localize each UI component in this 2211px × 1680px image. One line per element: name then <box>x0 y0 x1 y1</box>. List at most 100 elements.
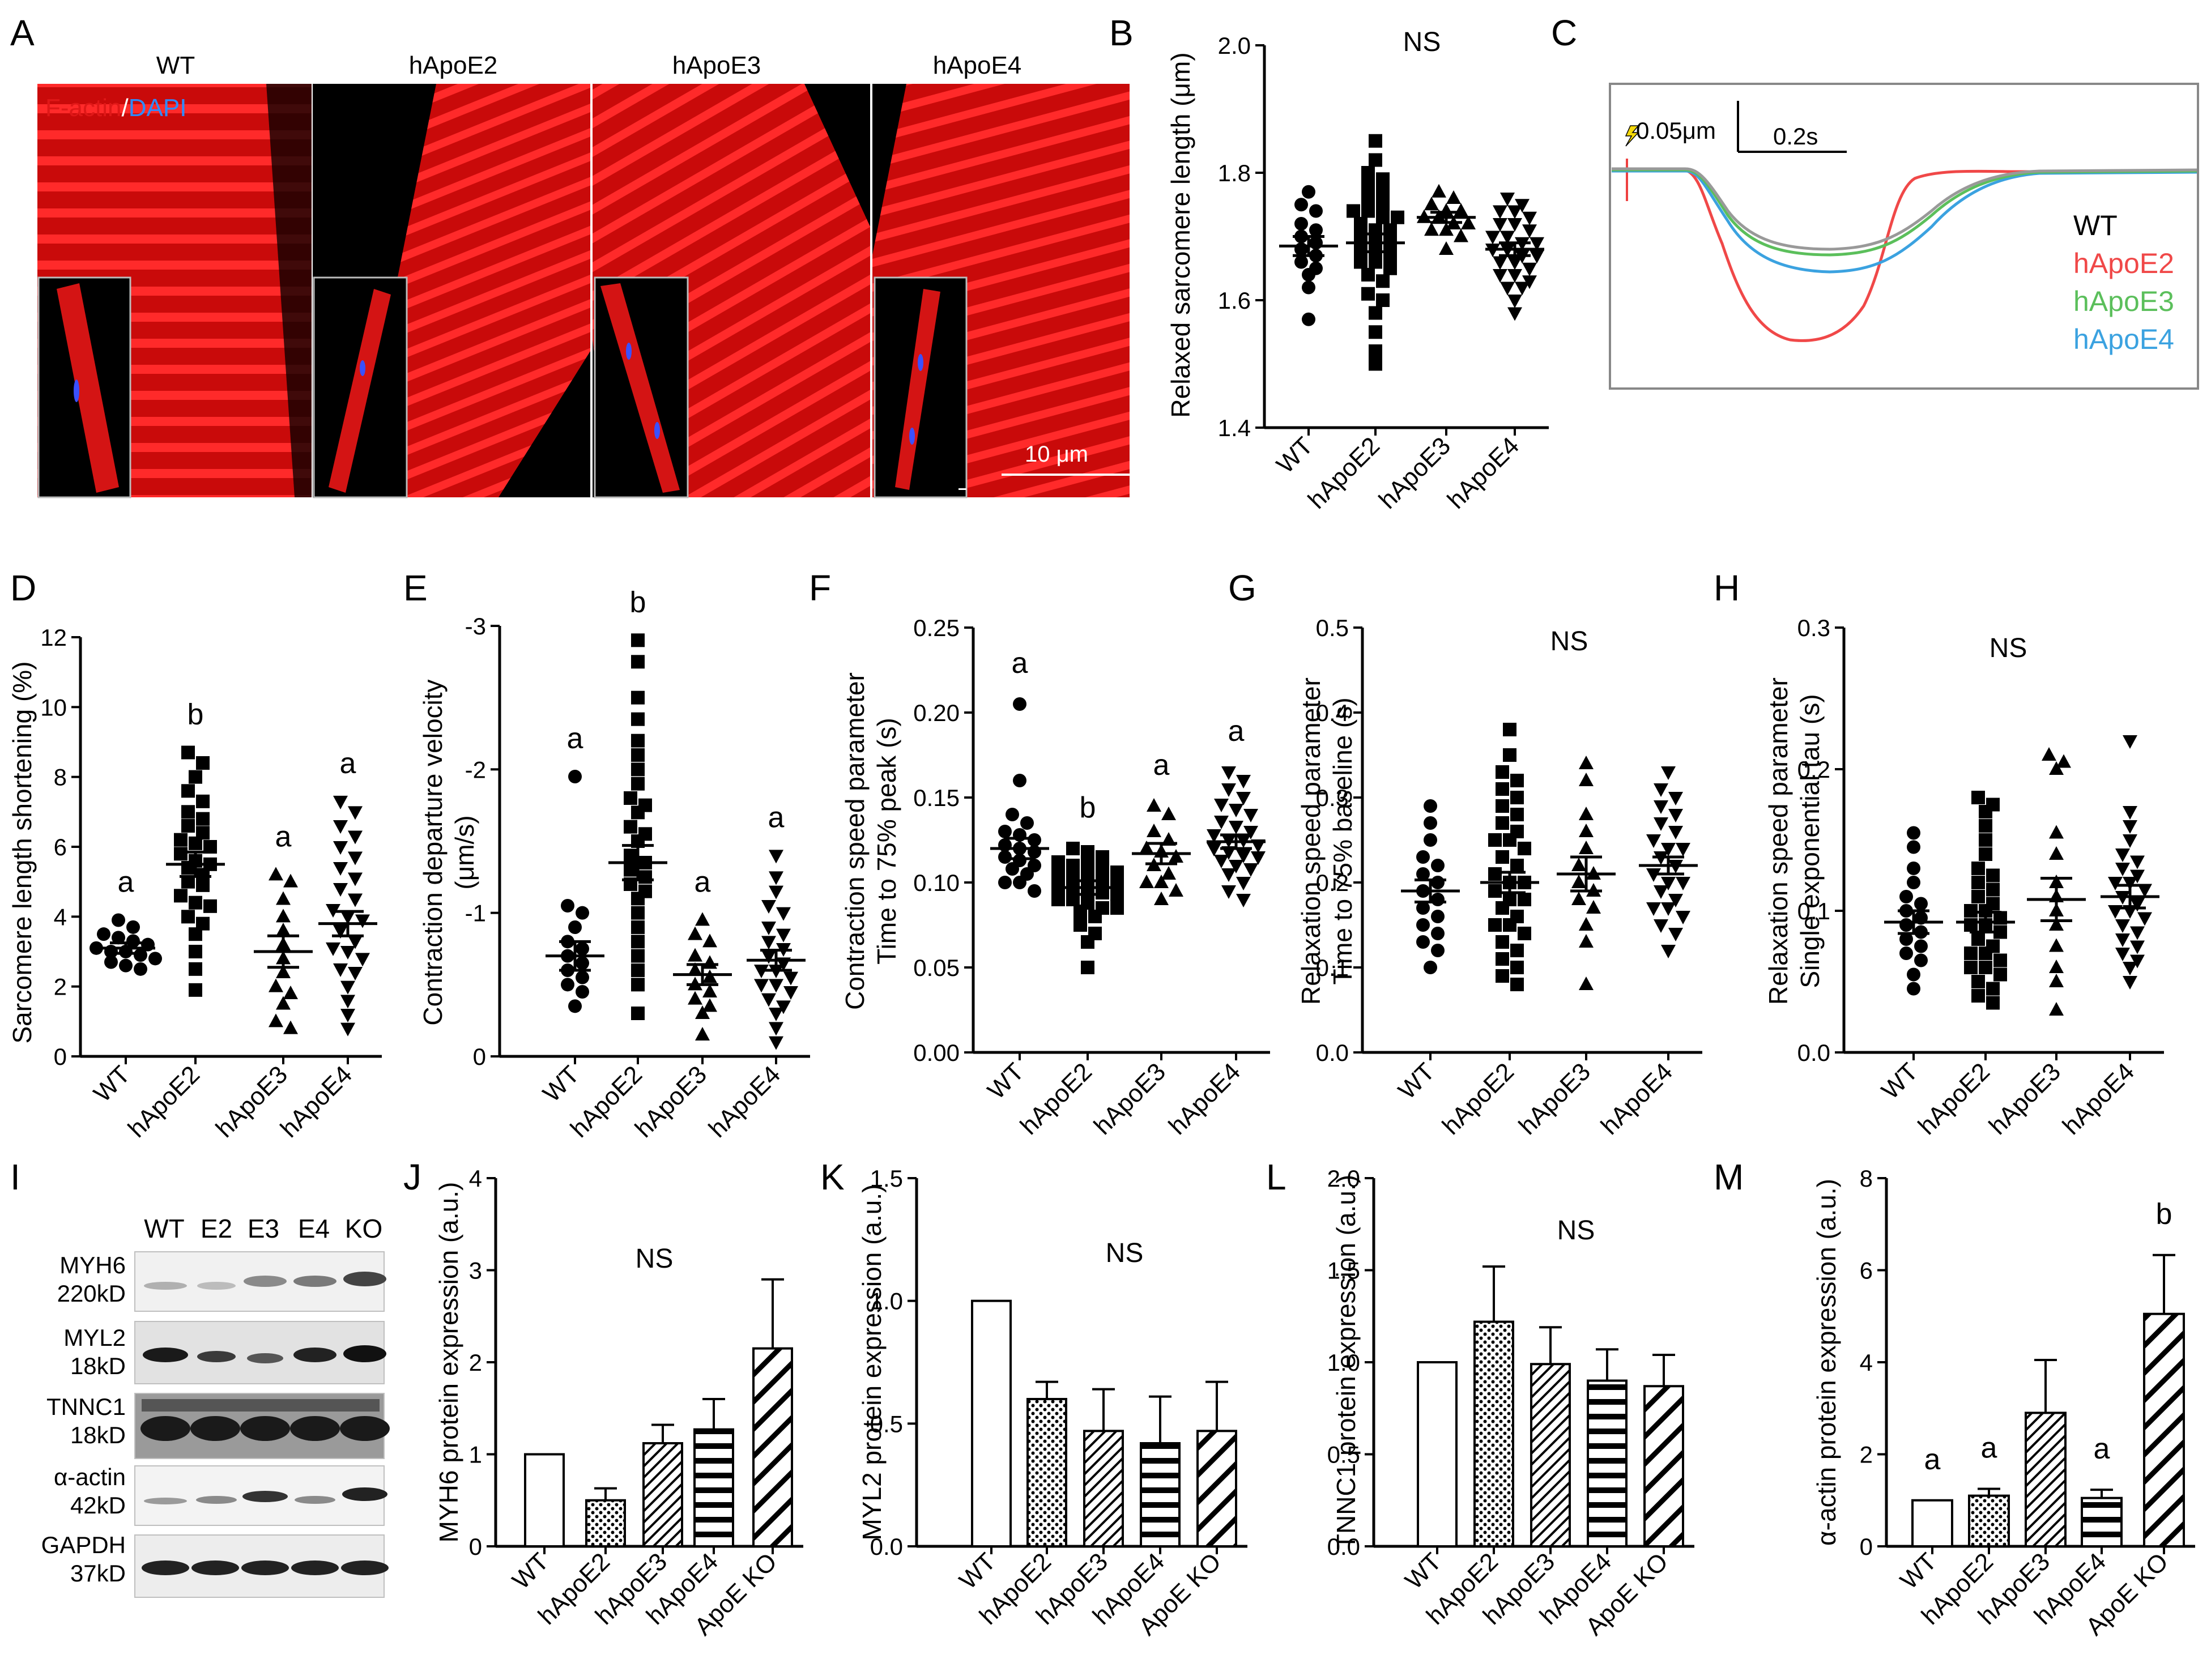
data-point <box>1361 287 1375 301</box>
data-point <box>1899 890 1913 903</box>
y-tick-label: 0.5 <box>1327 1442 1360 1468</box>
data-point <box>340 1009 355 1022</box>
microscopy-image-hapoe2 <box>313 84 590 498</box>
data-point <box>1207 843 1221 856</box>
scale-bar-label: 10 μm <box>1025 442 1088 467</box>
data-point <box>1571 892 1586 905</box>
data-point <box>189 962 202 976</box>
x-tick-label-wt: WT <box>538 1060 585 1107</box>
legend-wt: WT <box>2073 210 2118 241</box>
data-point <box>1668 809 1683 822</box>
data-point <box>1496 799 1509 813</box>
data-point <box>181 784 195 798</box>
data-point <box>702 969 717 983</box>
data-point <box>776 1000 791 1014</box>
data-point <box>1221 885 1236 899</box>
data-point <box>1416 867 1430 881</box>
data-point <box>1110 889 1124 903</box>
series-hapoe4 <box>2101 735 2159 990</box>
data-point <box>1907 967 1920 982</box>
data-point <box>2049 960 2064 973</box>
data-point <box>631 978 645 992</box>
data-point <box>196 916 210 931</box>
panel-letter-e: E <box>403 568 428 608</box>
data-point <box>1899 932 1913 946</box>
data-point <box>631 935 645 949</box>
data-point <box>189 983 202 997</box>
data-point <box>576 970 589 984</box>
data-point <box>631 906 645 920</box>
data-point <box>1993 953 2007 967</box>
data-point <box>1416 918 1430 932</box>
data-point <box>638 884 652 898</box>
series-hapoe2 <box>1051 842 1124 974</box>
y-axis-label-line: Single exponential tau (s) <box>1795 694 1825 988</box>
data-point <box>1161 866 1176 880</box>
data-point <box>568 920 582 934</box>
series-hapoe2 <box>1480 723 1539 991</box>
data-point <box>638 870 652 884</box>
blot-kd-myh6: 220kD <box>57 1280 126 1307</box>
data-point <box>1461 216 1476 229</box>
y-tick-label: 0.15 <box>913 784 960 811</box>
bar-wt <box>1417 1361 1458 1547</box>
data-point <box>1431 910 1445 923</box>
data-point <box>1154 875 1169 888</box>
y-tick-label: 0 <box>469 1533 482 1560</box>
data-point <box>1668 792 1683 805</box>
data-point <box>1424 833 1437 847</box>
data-point <box>1096 901 1109 915</box>
data-point <box>1500 193 1515 206</box>
data-point <box>1243 863 1258 877</box>
data-point <box>1431 876 1445 889</box>
data-point <box>333 820 348 834</box>
series-hapoe4 <box>747 850 806 1050</box>
series-wt <box>90 913 162 976</box>
data-point <box>1503 918 1516 932</box>
data-point <box>1354 217 1368 231</box>
data-point <box>1522 275 1537 289</box>
data-point <box>761 950 776 964</box>
data-point <box>269 867 283 881</box>
data-point <box>2049 917 2064 931</box>
data-point <box>1302 280 1315 295</box>
data-point <box>189 945 202 958</box>
data-point <box>761 993 776 1007</box>
data-point <box>2130 926 2145 940</box>
y-axis-label: Contraction departure velocity(μm/s) <box>418 679 479 1025</box>
data-point <box>126 920 140 934</box>
data-point <box>1661 766 1676 780</box>
data-point <box>333 795 348 809</box>
data-point <box>1661 843 1676 856</box>
series-hapoe4 <box>318 795 377 1037</box>
data-point <box>1661 877 1676 890</box>
data-point <box>1243 809 1258 822</box>
data-point <box>1496 850 1509 864</box>
data-point <box>688 926 702 940</box>
data-point <box>1971 932 1985 946</box>
data-point <box>1510 859 1524 872</box>
x-tick-label-wt: WT <box>1876 1058 1923 1105</box>
significance-letter: a <box>2094 1432 2110 1465</box>
y-axis-label: Relaxation speed parameterSingle exponen… <box>1763 677 1825 1005</box>
data-point <box>1500 282 1515 296</box>
data-point <box>189 896 202 910</box>
data-point <box>1646 834 1661 848</box>
data-point <box>783 971 798 986</box>
data-point <box>2123 820 2137 834</box>
significance-letter: b <box>630 586 646 619</box>
data-point <box>1914 939 1928 953</box>
x-tick-label-hapoe3: hApoE3 <box>211 1060 293 1142</box>
data-point <box>2130 898 2145 912</box>
y-axis-label-line: Contraction speed parameter <box>840 672 870 1010</box>
chart-l-tnnc1-expression: 0.00.51.01.52.0WThApoE2hApoE3hApoE4ApoE … <box>1327 1165 1694 1641</box>
y-tick-label: 2.0 <box>1218 32 1251 59</box>
trace-hapoe4 <box>1612 169 2197 274</box>
data-point <box>1522 224 1537 238</box>
significance-letter: a <box>275 820 292 853</box>
data-point <box>196 794 210 808</box>
series-hapoe4 <box>1639 766 1698 958</box>
bar-wt <box>524 1453 565 1547</box>
blot-strip-alpha-actin <box>134 1465 387 1526</box>
